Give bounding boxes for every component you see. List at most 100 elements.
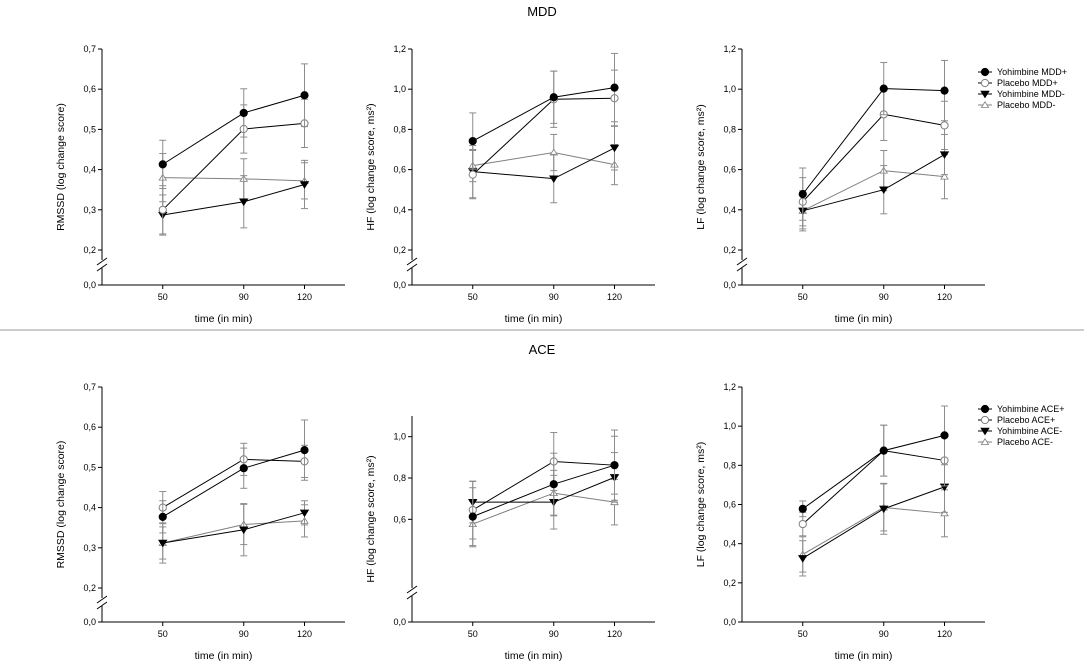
series-line <box>162 177 305 182</box>
series-yohimbine-ace- <box>158 419 309 534</box>
panel-mdd-2: 0,2 0,4 0,6 0,8 1,0 1,2 0,0 50 90 120 time (in min… <box>365 44 655 325</box>
legend-marker <box>980 438 990 445</box>
legend-label: Yohimbine ACE- <box>997 426 1062 436</box>
y-axis-label: HF (log change score, ms²) <box>365 103 377 230</box>
axis-break-mark <box>736 263 748 272</box>
panel-mdd-3: 0,2 0,4 0,6 0,8 1,0 1,2 0,0 50 90 120 time (in min… <box>695 44 985 325</box>
series-line <box>802 154 945 212</box>
data-point <box>468 512 477 521</box>
data-point <box>300 91 309 100</box>
data-point <box>879 505 889 514</box>
series-yohimbine-mdd- <box>798 133 950 232</box>
axis-break-mark <box>406 263 418 272</box>
series-placebo-mdd- <box>468 69 619 200</box>
series-line <box>472 97 615 175</box>
data-point <box>879 186 889 195</box>
data-point <box>239 108 248 118</box>
series-placebo-mdd- <box>158 153 309 203</box>
series-yohimbine-ace- <box>798 460 950 577</box>
y-tick-label: 0,2 <box>723 578 736 588</box>
y-tick-label: 0,3 <box>83 543 96 553</box>
data-point <box>940 121 949 130</box>
data-point <box>158 539 168 548</box>
x-axis-label: time (in min) <box>195 650 253 662</box>
series-yohimbine-mdd- <box>158 63 309 189</box>
y-tick-label: 0,8 <box>393 124 406 134</box>
y-tick-label-zero: 0,0 <box>83 617 96 627</box>
data-point <box>798 555 808 563</box>
legend-label: Placebo ACE+ <box>997 415 1055 425</box>
y-axis-label: LF (log change score, ms²) <box>695 104 707 229</box>
series-line <box>472 476 615 503</box>
section-title-ace: ACE <box>529 342 556 357</box>
series-line <box>162 449 305 518</box>
section-title-mdd: MDD <box>527 4 557 19</box>
data-point <box>798 190 807 199</box>
x-tick-label: 120 <box>937 292 952 302</box>
x-tick-label: 50 <box>798 629 808 639</box>
series-placebo-ace- <box>798 483 949 573</box>
series-placebo-mdd- <box>798 150 949 230</box>
legend-layer: Yohimbine MDD+Placebo MDD+Yohimbine MDD-… <box>978 67 1067 447</box>
panel-ace-1: 0,2 0,3 0,4 0,5 0,6 0,7 0,0 50 90 120 time (in min… <box>55 382 345 662</box>
legend-ace: Yohimbine ACE+Placebo ACE+Yohimbine ACE-… <box>978 404 1064 447</box>
series-yohimbine-mdd- <box>468 52 619 170</box>
data-point <box>299 181 310 189</box>
data-point <box>158 512 167 521</box>
series-line <box>162 458 305 509</box>
x-tick-label: 120 <box>607 629 622 639</box>
axis-break-mark <box>406 585 418 594</box>
panel-ace-3: 0,0 0,2 0,4 0,6 0,8 1,0 1,2 50 90 120 time (in min… <box>695 382 985 662</box>
data-point <box>549 480 558 489</box>
data-point <box>158 205 167 214</box>
panels-layer: 0,2 0,3 0,4 0,5 0,6 0,7 0,0 50 90 120 time (in min… <box>55 44 985 662</box>
y-tick-label: 0,4 <box>83 165 96 175</box>
y-tick-label: 0,2 <box>723 245 736 255</box>
y-tick-label: 0,8 <box>393 473 406 483</box>
y-tick-label: 0,6 <box>723 165 736 175</box>
data-point <box>940 172 949 180</box>
y-tick-label: 0,2 <box>83 583 96 593</box>
section-ace: ACE <box>529 342 556 357</box>
x-tick-label: 90 <box>239 292 249 302</box>
data-point <box>300 446 309 455</box>
data-point <box>549 93 558 102</box>
series-placebo-ace- <box>468 469 619 548</box>
axis-break-mark <box>736 257 748 266</box>
data-point <box>549 175 559 183</box>
x-tick-label: 120 <box>297 629 312 639</box>
legend-marker <box>980 90 990 99</box>
series-line <box>472 87 615 142</box>
axis-break-mark <box>96 601 108 610</box>
legend-label: Yohimbine MDD+ <box>997 67 1067 77</box>
legend-marker <box>980 415 990 425</box>
series-yohimbine-mdd- <box>158 159 310 236</box>
data-point <box>610 83 619 92</box>
y-tick-label: 1,0 <box>723 421 736 431</box>
data-point <box>939 151 950 159</box>
series-yohimbine-mdd- <box>798 59 949 221</box>
data-point <box>158 160 167 169</box>
y-tick-label: 0,4 <box>393 205 406 215</box>
x-tick-label: 50 <box>468 629 478 639</box>
x-tick-label: 50 <box>468 292 478 302</box>
legend-marker <box>980 101 990 108</box>
data-point <box>239 198 249 207</box>
series-line <box>162 94 305 165</box>
y-tick-label: 0,6 <box>393 514 406 524</box>
series-line <box>802 486 945 559</box>
data-point <box>468 170 477 179</box>
y-tick-label: 0,8 <box>723 124 736 134</box>
y-tick-label: 0,4 <box>83 503 96 513</box>
x-tick-label: 90 <box>549 292 559 302</box>
y-tick-label: 0,2 <box>83 245 96 255</box>
y-tick-label: 0,8 <box>723 460 736 470</box>
axis-break-mark <box>406 257 418 266</box>
data-point <box>798 504 807 513</box>
y-tick-label: 0,7 <box>83 44 96 54</box>
data-point <box>798 519 807 529</box>
y-axis-label: RMSSD (log change score) <box>55 441 67 569</box>
x-tick-label: 50 <box>158 629 168 639</box>
axis-break-mark <box>406 591 418 600</box>
